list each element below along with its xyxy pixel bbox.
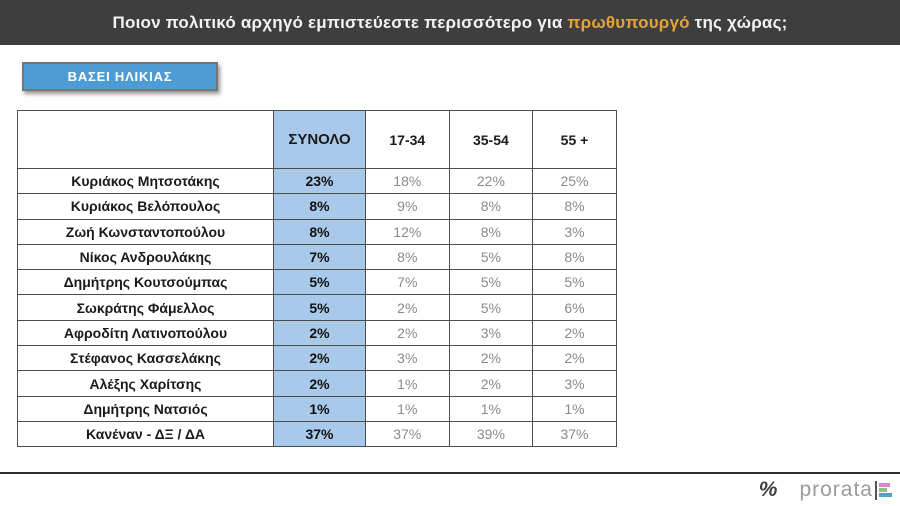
age-value: 2%: [365, 319, 450, 347]
total-value: 5%: [273, 269, 366, 296]
percent-icon: %: [758, 478, 778, 501]
age-value: 1%: [365, 395, 450, 422]
table-row: Κυριάκος Μητσοτάκης 23% 18% 22% 25%: [17, 167, 617, 195]
table-row: Σωκράτης Φάμελλος 5% 2% 5% 6%: [17, 294, 617, 321]
age-value: 8%: [532, 243, 617, 271]
table-row: Δημήτρης Κουτσούμπας 5% 7% 5% 5%: [17, 269, 617, 296]
total-value: 23%: [273, 167, 366, 195]
table-row: Νίκος Ανδρουλάκης 7% 8% 5% 8%: [17, 243, 617, 271]
age-value: 22%: [448, 167, 534, 195]
question-title-prefix: Ποιον πολιτικό αρχηγό εμπιστεύεστε περισ…: [112, 12, 568, 32]
total-value: 2%: [273, 370, 366, 397]
total-value: 2%: [273, 319, 366, 347]
age-value: 3%: [532, 370, 617, 397]
age-value: 1%: [365, 370, 450, 397]
total-value: 7%: [273, 243, 366, 271]
age-value: 9%: [365, 193, 450, 220]
table-row: Ζωή Κωνσταντοπούλου 8% 12% 8% 3%: [17, 218, 617, 245]
prorata-wordmark: prorata: [799, 478, 873, 501]
leader-name: Σωκράτης Φάμελλος: [17, 294, 274, 321]
by-age-button-label: ΒΑΣΕΙ ΗΛΙΚΙΑΣ: [67, 69, 173, 84]
table-row: Αλέξης Χαρίτσης 2% 1% 2% 3%: [17, 370, 617, 397]
poll-table-body: Κυριάκος Μητσοτάκης 23% 18% 22% 25% Κυριάκος …: [17, 167, 617, 448]
leader-name: Δημήτρης Κουτσούμπας: [17, 269, 274, 296]
age-value: 3%: [448, 319, 534, 347]
age-value: 2%: [532, 319, 617, 347]
age-value: 2%: [365, 294, 450, 321]
age-value: 7%: [365, 269, 450, 296]
question-title-suffix: της χώρας;: [689, 12, 788, 32]
age-value: 8%: [448, 193, 534, 220]
leader-name: Δημήτρης Νατσιός: [17, 395, 274, 422]
table-row: Δημήτρης Νατσιός 1% 1% 1% 1%: [17, 395, 617, 422]
question-title: Ποιον πολιτικό αρχηγό εμπιστεύεστε περισ…: [113, 13, 788, 33]
age-value: 5%: [448, 294, 534, 321]
leader-name: Κυριάκος Μητσοτάκης: [17, 167, 274, 195]
table-row: Στέφανος Κασσελάκης 2% 3% 2% 2%: [17, 345, 617, 372]
age-value: 18%: [365, 167, 450, 195]
header-age-55plus: 55 +: [532, 110, 617, 169]
by-age-button[interactable]: ΒΑΣΕΙ ΗΛΙΚΙΑΣ: [22, 62, 218, 91]
footer-divider: [0, 472, 900, 474]
age-value: 5%: [532, 269, 617, 296]
total-value: 37%: [273, 420, 366, 448]
total-value: 1%: [273, 395, 366, 422]
bar-chart-icon: [875, 480, 892, 500]
age-value: 3%: [365, 345, 450, 372]
leader-name: Ζωή Κωνσταντοπούλου: [17, 218, 274, 245]
poll-results-table: ΣΥΝΟΛΟ 17-34 35-54 55 + Κυριάκος Μητσοτά…: [17, 110, 617, 448]
age-value: 1%: [532, 395, 617, 422]
header-total: ΣΥΝΟΛΟ: [273, 110, 366, 169]
leader-name: Αφροδίτη Λατινοπούλου: [17, 319, 274, 347]
age-value: 2%: [448, 345, 534, 372]
leader-name: Αλέξης Χαρίτσης: [17, 370, 274, 397]
leader-name: Στέφανος Κασσελάκης: [17, 345, 274, 372]
table-row: Κανέναν - ΔΞ / ΔΑ 37% 37% 39% 37%: [17, 420, 617, 448]
question-title-highlight: πρωθυπουργό: [567, 12, 690, 32]
total-value: 5%: [273, 294, 366, 321]
age-value: 2%: [448, 370, 534, 397]
total-value: 8%: [273, 218, 366, 245]
leader-name: Κανέναν - ΔΞ / ΔΑ: [17, 420, 274, 448]
age-value: 8%: [532, 193, 617, 220]
header-empty-cell: [17, 110, 274, 169]
age-value: 37%: [365, 420, 450, 448]
prorata-logo: % prorata: [759, 477, 892, 503]
age-value: 39%: [448, 420, 534, 448]
age-value: 37%: [532, 420, 617, 448]
age-value: 1%: [448, 395, 534, 422]
age-value: 5%: [448, 269, 534, 296]
age-value: 25%: [532, 167, 617, 195]
total-value: 2%: [273, 345, 366, 372]
table-row: Αφροδίτη Λατινοπούλου 2% 2% 3% 2%: [17, 319, 617, 347]
age-value: 2%: [532, 345, 617, 372]
header-age-35-54: 35-54: [448, 110, 534, 169]
age-value: 3%: [532, 218, 617, 245]
age-value: 6%: [532, 294, 617, 321]
question-header-bar: Ποιον πολιτικό αρχηγό εμπιστεύεστε περισ…: [0, 0, 900, 45]
age-value: 8%: [448, 218, 534, 245]
total-value: 8%: [273, 193, 366, 220]
age-value: 5%: [448, 243, 534, 271]
table-header-row: ΣΥΝΟΛΟ 17-34 35-54 55 +: [17, 110, 617, 169]
leader-name: Κυριάκος Βελόπουλος: [17, 193, 274, 220]
age-value: 12%: [365, 218, 450, 245]
table-row: Κυριάκος Βελόπουλος 8% 9% 8% 8%: [17, 193, 617, 220]
leader-name: Νίκος Ανδρουλάκης: [17, 243, 274, 271]
age-value: 8%: [365, 243, 450, 271]
header-age-17-34: 17-34: [365, 110, 450, 169]
